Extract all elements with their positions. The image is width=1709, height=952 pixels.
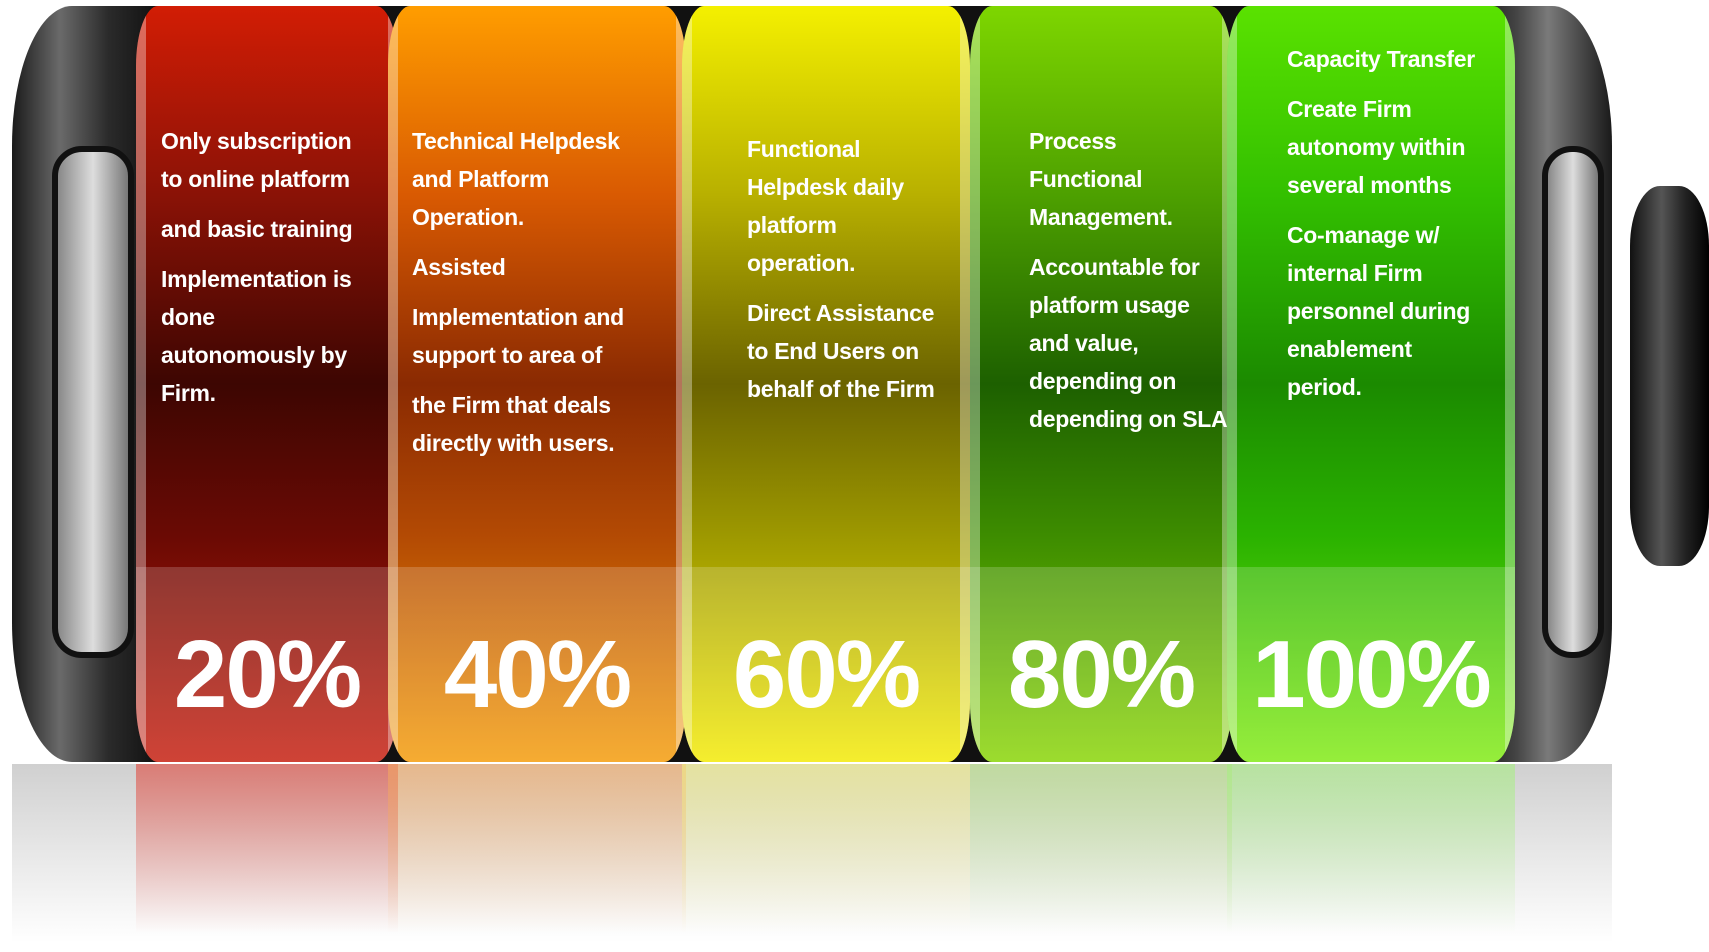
highlight-band [1227,567,1515,762]
segment-reflection [136,764,398,952]
segment-edge [960,6,970,762]
paragraph: Create Firm autonomy within several mont… [1287,96,1466,198]
paragraph: Implementation is done autonomously by F… [161,266,352,406]
percent-label: 80% [1007,621,1196,728]
segment-edge [1505,6,1515,762]
percent-label: 100% [1252,621,1492,728]
paragraph: Implementation and support to area of [412,304,624,368]
paragraph: Capacity Transfer [1287,46,1475,72]
segment-reflection [970,764,1232,952]
battery-end [52,146,134,658]
segment-description: Process Functional Management. Accountabl… [1029,122,1229,450]
paragraph: Functional Helpdesk daily platform opera… [747,136,904,276]
segment-edge [682,6,692,762]
segment-description: Technical Helpdesk and Platform Operatio… [412,122,642,474]
paragraph: Accountable for platform usage and value… [1029,254,1228,432]
paragraph: Assisted [412,254,506,280]
highlight-band [970,567,1232,762]
segment-edge [970,6,980,762]
paragraph: Technical Helpdesk and Platform Operatio… [412,128,620,230]
percent-label: 20% [173,621,362,728]
battery-segment [682,6,970,762]
battery-cap [1630,186,1709,566]
segment-description: Functional Helpdesk daily platform opera… [747,130,937,420]
highlight-band [136,567,398,762]
paragraph: the Firm that deals directly with users. [412,392,615,456]
percent-label: 40% [443,621,632,728]
highlight-band [682,567,970,762]
battery-end [1542,146,1604,658]
segment-reflection [682,764,970,952]
battery-segment [1227,6,1515,762]
paragraph: Only subscription to online platform [161,128,352,192]
segment-reflection [1227,764,1515,952]
battery-segment [388,6,686,762]
segment-edge [136,6,146,762]
paragraph: Co-manage w/ internal Firm personnel dur… [1287,222,1471,400]
segment-description: Capacity Transfer Create Firm autonomy wi… [1287,40,1487,418]
segment-edge [1227,6,1237,762]
highlight-band [388,567,686,762]
segment-edge [388,6,398,762]
paragraph: Direct Assistance to End Users on behalf… [747,300,935,402]
segment-description: Only subscription to online platform and … [161,122,371,424]
paragraph: and basic training [161,216,353,242]
percent-label: 60% [732,621,921,728]
paragraph: Process Functional Management. [1029,128,1173,230]
segment-edge [676,6,686,762]
segment-reflection [388,764,686,952]
